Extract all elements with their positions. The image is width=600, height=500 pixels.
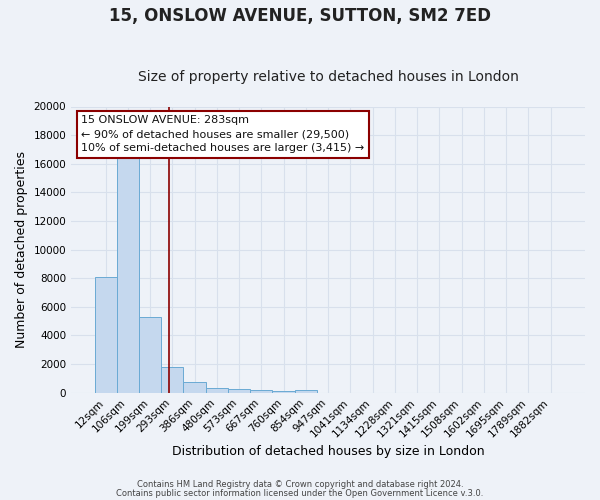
- Bar: [95, 276, 117, 392]
- Bar: [250, 390, 272, 392]
- Title: Size of property relative to detached houses in London: Size of property relative to detached ho…: [137, 70, 518, 85]
- Bar: [117, 155, 139, 392]
- Text: Contains public sector information licensed under the Open Government Licence v.: Contains public sector information licen…: [116, 489, 484, 498]
- Text: 15 ONSLOW AVENUE: 283sqm
← 90% of detached houses are smaller (29,500)
10% of se: 15 ONSLOW AVENUE: 283sqm ← 90% of detach…: [82, 115, 365, 153]
- Y-axis label: Number of detached properties: Number of detached properties: [15, 151, 28, 348]
- Bar: [139, 316, 161, 392]
- Bar: [184, 382, 206, 392]
- Bar: [206, 388, 228, 392]
- Bar: [228, 389, 250, 392]
- Bar: [272, 390, 295, 392]
- X-axis label: Distribution of detached houses by size in London: Distribution of detached houses by size …: [172, 444, 484, 458]
- Bar: [295, 390, 317, 392]
- Text: 15, ONSLOW AVENUE, SUTTON, SM2 7ED: 15, ONSLOW AVENUE, SUTTON, SM2 7ED: [109, 8, 491, 26]
- Text: Contains HM Land Registry data © Crown copyright and database right 2024.: Contains HM Land Registry data © Crown c…: [137, 480, 463, 489]
- Bar: [161, 367, 184, 392]
